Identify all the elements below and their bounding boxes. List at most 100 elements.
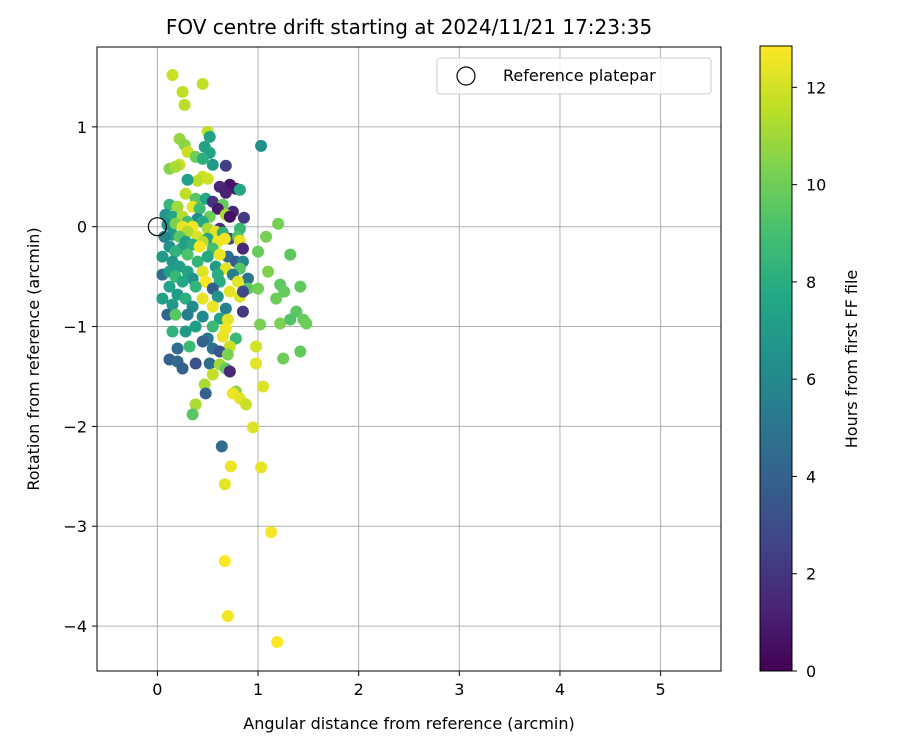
colorbar-tick-label: 4 [806,467,816,486]
data-point [189,398,202,411]
colorbar-tick-label: 2 [806,565,816,584]
colorbar-tick-label: 10 [806,176,826,195]
y-axis-ticks: −4 −3 −2 −1 0 1 [63,118,97,636]
plot-frame [96,46,722,672]
data-point [294,280,307,293]
data-point [163,280,176,293]
data-points [156,68,313,649]
data-point [171,342,184,355]
data-point [221,313,234,326]
data-point [196,310,209,323]
data-point [181,173,194,186]
legend-label: Reference platepar [503,66,656,85]
data-point [223,285,236,298]
data-point [218,555,231,568]
x-axis-label: Angular distance from reference (arcmin) [243,714,574,733]
data-point [179,292,192,305]
data-point [294,345,307,358]
data-point [239,398,252,411]
x-tick-label: 1 [253,680,263,699]
data-point [250,357,263,370]
colorbar-ticks: 0 2 4 6 8 10 12 [792,78,826,681]
data-point [176,362,189,375]
data-point [201,250,214,263]
data-point [237,211,250,224]
data-point [178,98,191,111]
data-point [176,85,189,98]
colorbar-label: Hours from first FF file [842,270,861,449]
colorbar-tick-label: 0 [806,662,816,681]
data-point [221,610,234,623]
data-point [176,275,189,288]
y-tick-label: −2 [63,417,87,436]
data-point [219,302,232,315]
data-point [196,265,209,278]
data-point [156,292,169,305]
data-point [179,325,192,338]
colorbar-tick-label: 8 [806,273,816,292]
data-point [231,275,244,288]
data-point [255,139,268,152]
data-point [199,387,212,400]
data-point [219,159,232,172]
data-point [189,280,202,293]
data-point [252,245,265,258]
reference-point-marker [147,217,167,237]
data-point [166,68,179,81]
data-point [181,308,194,321]
data-point [156,250,169,263]
data-point [262,265,275,278]
data-point [252,282,265,295]
data-point [189,320,202,333]
data-point [272,217,285,230]
data-point [196,292,209,305]
data-point [221,348,234,361]
data-point [284,248,297,261]
data-point [219,186,232,199]
data-point [206,368,219,381]
data-point [236,242,249,255]
grid-lines [97,47,721,671]
x-tick-label: 0 [152,680,162,699]
data-point [223,365,236,378]
data-point [201,172,214,185]
data-point [203,357,216,370]
data-point [265,526,278,539]
data-point [257,380,270,393]
data-point [255,461,268,474]
colorbar [759,45,793,672]
y-axis-label: Rotation from reference (arcmin) [24,227,43,490]
data-point [241,272,254,285]
x-tick-label: 3 [454,680,464,699]
data-point [206,158,219,171]
data-point [193,240,206,253]
data-point [250,340,263,353]
x-tick-label: 4 [555,680,565,699]
data-point [278,285,291,298]
data-point [254,318,267,331]
data-point [236,285,249,298]
reference-point [147,217,167,237]
legend-marker [456,66,476,86]
y-tick-label: 1 [77,118,87,137]
y-tick-label: 0 [77,218,87,237]
data-point [218,232,231,245]
data-point [158,230,171,243]
data-point [206,300,219,313]
colorbar-tick-label: 6 [806,370,816,389]
data-point [277,352,290,365]
data-point [300,317,313,330]
data-point [247,421,259,434]
chart-title: FOV centre drift starting at 2024/11/21 … [166,15,652,39]
data-point [166,298,179,311]
y-tick-label: −3 [63,517,87,536]
data-point [186,408,199,421]
data-point [191,255,204,268]
x-axis-ticks: 0 1 2 3 4 5 [152,671,666,699]
data-point [236,305,249,318]
data-point [218,478,231,491]
data-point [169,308,182,321]
x-tick-label: 2 [354,680,364,699]
data-point [271,636,284,649]
